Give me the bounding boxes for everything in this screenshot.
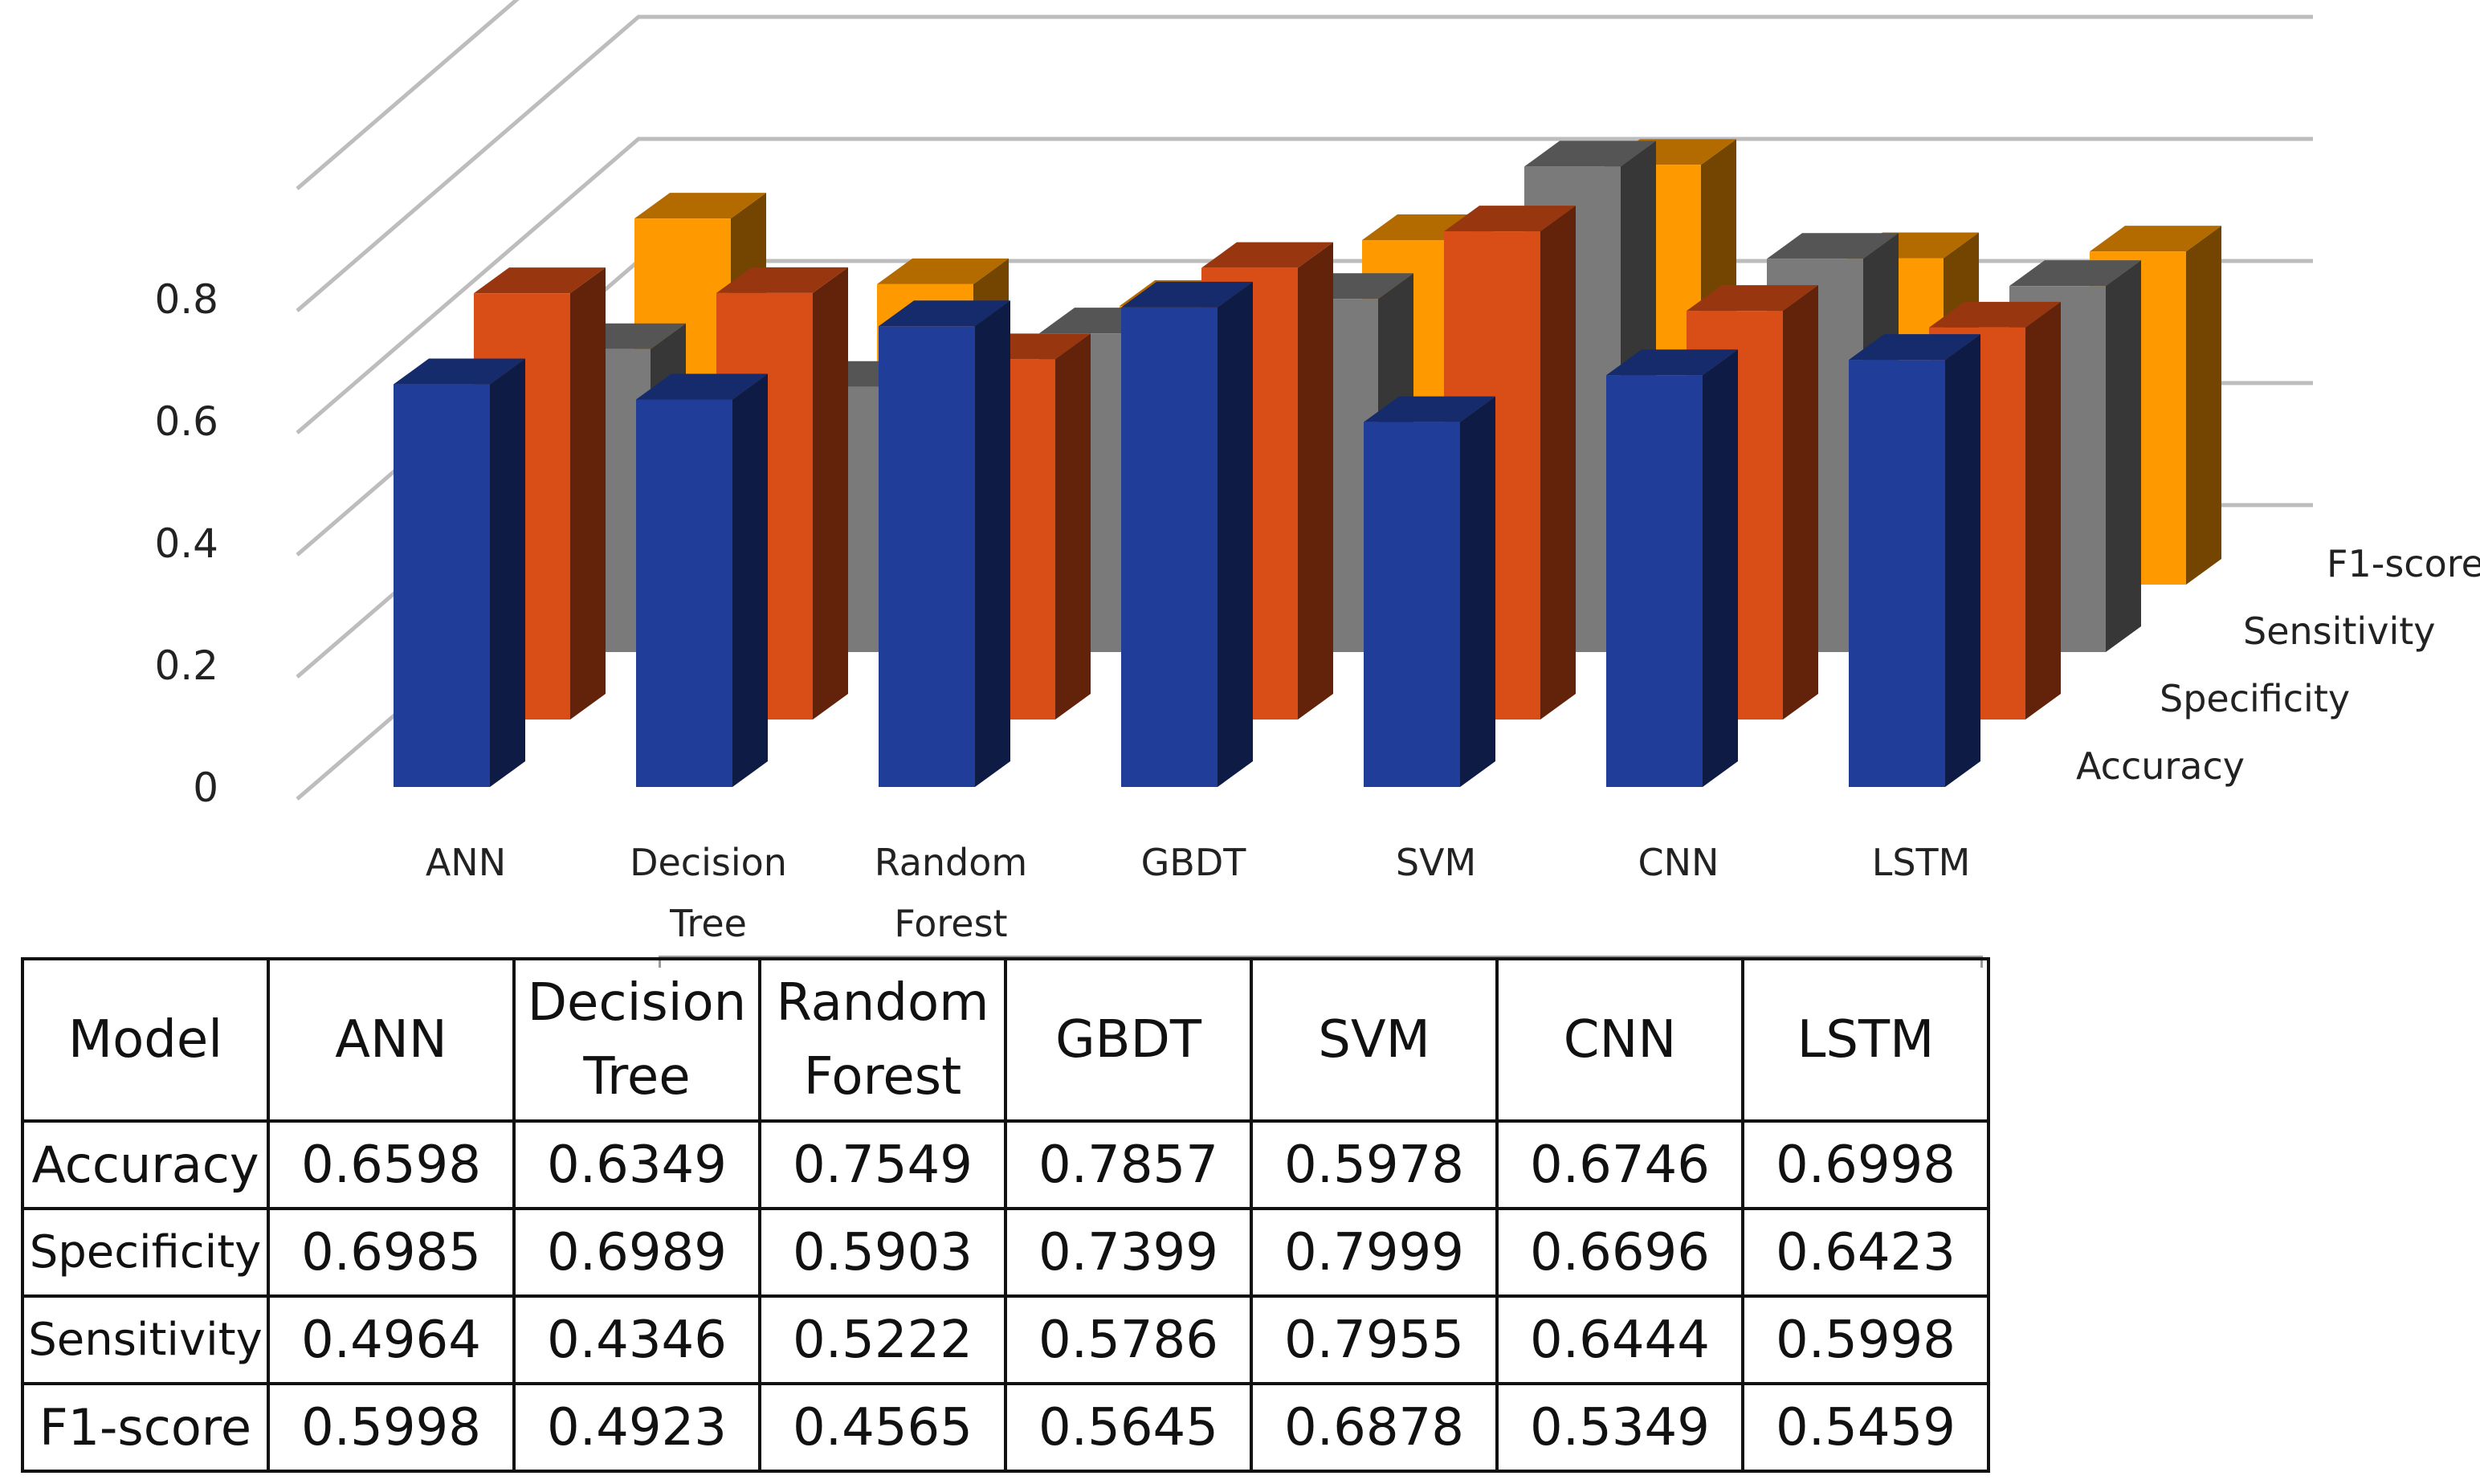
table-cell: 0.4923 xyxy=(512,1382,761,1473)
table-cell: 0.5645 xyxy=(1004,1382,1253,1473)
series-label: Sensitivity xyxy=(2243,610,2435,653)
header-cell-random-forest: Random Forest xyxy=(758,957,1007,1123)
bar xyxy=(1849,334,1980,788)
header-text: Tree xyxy=(583,1047,691,1107)
table-row-specificity: Specificity 0.6985 0.6989 0.5903 0.7399 … xyxy=(21,1207,1990,1298)
header-text: GBDT xyxy=(1055,1010,1201,1070)
row-label: Sensitivity xyxy=(21,1294,270,1385)
bar xyxy=(879,300,1010,787)
table-cell: 0.4565 xyxy=(758,1382,1007,1473)
header-cell-gbdt: GBDT xyxy=(1004,957,1253,1123)
table-cell: 0.7399 xyxy=(1004,1207,1253,1298)
table-cell: 0.6696 xyxy=(1495,1207,1744,1298)
category-label: Forest xyxy=(894,902,1007,945)
table-cell: 0.5459 xyxy=(1741,1382,1990,1473)
category-label: Tree xyxy=(669,902,747,945)
header-text: ANN xyxy=(335,1010,447,1070)
table-row-accuracy: Accuracy 0.6598 0.6349 0.7549 0.7857 0.5… xyxy=(21,1119,1990,1210)
table-cell: 0.5786 xyxy=(1004,1294,1253,1385)
category-label: SVM xyxy=(1396,841,1476,884)
table-cell: 0.4964 xyxy=(267,1294,516,1385)
header-cell-svm: SVM xyxy=(1250,957,1499,1123)
table-cell: 0.6746 xyxy=(1495,1119,1744,1210)
bar xyxy=(1606,349,1738,788)
bar xyxy=(1364,396,1495,787)
gridline xyxy=(296,14,2313,312)
category-label: LSTM xyxy=(1872,841,1971,884)
header-cell-lstm: LSTM xyxy=(1741,957,1990,1123)
chart-bars xyxy=(394,139,2221,788)
data-table: Model ANN Decision Tree Random Forest GBDT… xyxy=(21,957,1990,1473)
table-cell: 0.5998 xyxy=(1741,1294,1990,1385)
series-label: Accuracy xyxy=(2076,744,2245,788)
table-cell: 0.7955 xyxy=(1250,1294,1499,1385)
table-cell: 0.6444 xyxy=(1495,1294,1744,1385)
header-cell-model: Model xyxy=(21,957,270,1123)
chart-y-axis: 0 0.2 0.4 0.6 0.8 xyxy=(154,276,218,811)
header-text: LSTM xyxy=(1797,1010,1935,1070)
table-cell: 0.6998 xyxy=(1741,1119,1990,1210)
category-label: ANN xyxy=(426,841,506,884)
table-row-f1-score: F1-score 0.5998 0.4923 0.4565 0.5645 0.6… xyxy=(21,1382,1990,1473)
row-label: F1-score xyxy=(21,1382,270,1473)
bar xyxy=(1121,281,1253,787)
gridline xyxy=(296,137,2313,434)
header-text: CNN xyxy=(1563,1010,1677,1070)
table-cell: 0.4346 xyxy=(512,1294,761,1385)
chart-x-axis: ANN Decision Tree Random Forest GBDT SVM CNN LST… xyxy=(426,841,1970,945)
row-label: Specificity xyxy=(21,1207,270,1298)
header-text: Model xyxy=(67,1010,223,1070)
header-text: SVM xyxy=(1318,1010,1430,1070)
header-cell-cnn: CNN xyxy=(1495,957,1744,1123)
series-label: Specificity xyxy=(2160,677,2350,720)
y-tick-label: 0.6 xyxy=(154,398,218,445)
table-cell: 0.6349 xyxy=(512,1119,761,1210)
data-table-container: Model ANN Decision Tree Random Forest GBDT… xyxy=(21,957,1990,1473)
table-cell: 0.6989 xyxy=(512,1207,761,1298)
category-label: GBDT xyxy=(1141,841,1247,884)
header-text: Forest xyxy=(803,1047,962,1107)
table-cell: 0.5222 xyxy=(758,1294,1007,1385)
table-cell: 0.6423 xyxy=(1741,1207,1990,1298)
header-cell-decision-tree: Decision Tree xyxy=(512,957,761,1123)
table-cell: 0.7999 xyxy=(1250,1207,1499,1298)
bar xyxy=(636,373,768,787)
table-cell: 0.5978 xyxy=(1250,1119,1499,1210)
table-cell: 0.6878 xyxy=(1250,1382,1499,1473)
gridline xyxy=(296,0,520,190)
header-text: Decision xyxy=(527,973,747,1033)
category-label: Decision xyxy=(630,841,787,884)
table-row-sensitivity: Sensitivity 0.4964 0.4346 0.5222 0.5786 … xyxy=(21,1294,1990,1385)
table-cell: 0.6598 xyxy=(267,1119,516,1210)
table-cell: 0.7549 xyxy=(758,1119,1007,1210)
y-tick-label: 0 xyxy=(193,764,218,811)
series-label: F1-score xyxy=(2327,542,2480,585)
y-tick-label: 0.2 xyxy=(154,642,218,689)
chart-depth-axis: Accuracy Specificity Sensitivity F1-score xyxy=(2076,542,2480,788)
table-cell: 0.6985 xyxy=(267,1207,516,1298)
row-label: Accuracy xyxy=(21,1119,270,1210)
header-cell-ann: ANN xyxy=(267,957,516,1123)
table-header-row: Model ANN Decision Tree Random Forest GBDT… xyxy=(21,957,1990,1123)
category-label: Random xyxy=(875,841,1027,884)
bar xyxy=(394,358,525,787)
header-text: Random xyxy=(776,973,989,1033)
table-cell: 0.5998 xyxy=(267,1382,516,1473)
table-cell: 0.7857 xyxy=(1004,1119,1253,1210)
chart-3d-bar: 0 0.2 0.4 0.6 0.8 ANN Decision Tree Random Fores… xyxy=(154,0,2480,945)
table-cell: 0.5903 xyxy=(758,1207,1007,1298)
table-cell: 0.5349 xyxy=(1495,1382,1744,1473)
y-tick-label: 0.4 xyxy=(154,520,218,567)
category-label: CNN xyxy=(1638,841,1719,884)
y-tick-label: 0.8 xyxy=(154,276,218,323)
